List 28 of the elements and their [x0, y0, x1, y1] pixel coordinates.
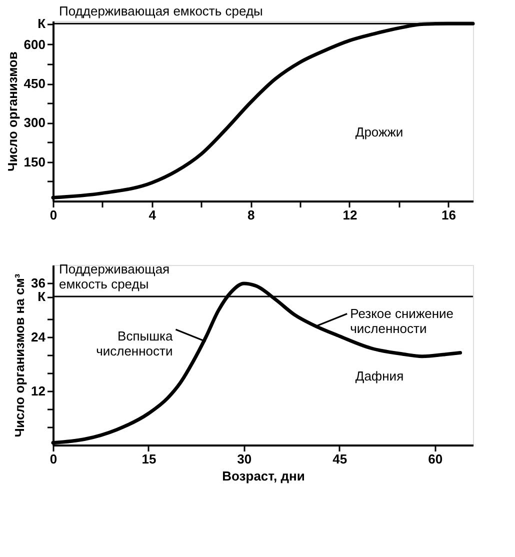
y-tick-label: 150 [24, 154, 46, 170]
y-tick-label: 450 [24, 76, 46, 92]
y-tick-label: К [38, 16, 46, 32]
annotation: Дрожжи [355, 124, 404, 140]
x-tick-label: 16 [442, 208, 456, 222]
y-axis-title: Число организмов на см³ [12, 273, 28, 438]
ref-line-label: Поддерживающая емкость среды [59, 262, 170, 292]
x-tick-label: 15 [142, 452, 156, 466]
x-tick-label: 4 [148, 208, 157, 222]
annotation: Вспышка численности [96, 328, 174, 358]
x-tick-label: 0 [50, 452, 58, 466]
y-tick-label: К [38, 289, 46, 304]
y-tick-label: 24 [31, 330, 46, 344]
x-tick-label: 45 [332, 452, 348, 466]
y-axis-title: Число организмов [4, 52, 20, 172]
y-tick-label: 36 [31, 276, 46, 290]
x-tick-label: 12 [342, 208, 358, 222]
x-tick-label: 30 [237, 452, 252, 466]
x-tick-label: 0 [50, 208, 58, 222]
x-tick-label: 8 [248, 208, 255, 222]
x-tick-label: 60 [428, 452, 443, 466]
y-tick-label: 300 [24, 115, 46, 130]
ref-line-label: Поддерживающая емкость среды [59, 4, 263, 19]
annotation: Резкое снижение численности [350, 306, 454, 336]
y-tick-label: 600 [24, 36, 46, 52]
x-axis-title: Возраст, дни [222, 468, 305, 484]
annotation: Дафния [355, 368, 404, 384]
y-tick-label: 12 [31, 384, 46, 398]
